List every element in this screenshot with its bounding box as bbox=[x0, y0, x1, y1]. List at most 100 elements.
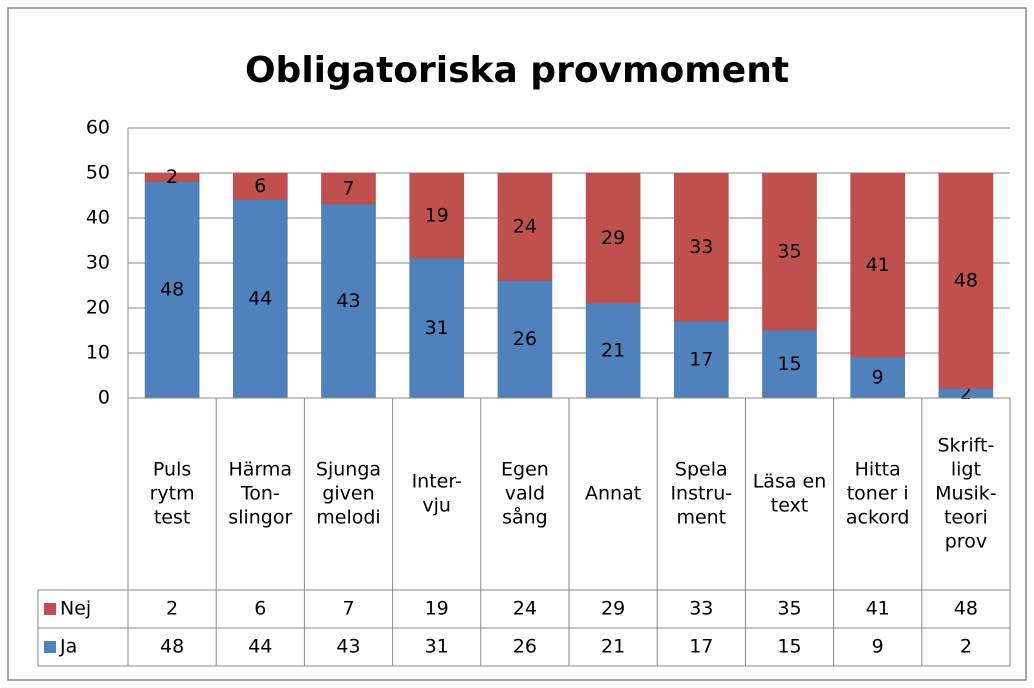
legend-swatch bbox=[44, 641, 56, 653]
data-label: 7 bbox=[342, 177, 354, 199]
bar-segment bbox=[409, 258, 465, 398]
table-value: 31 bbox=[425, 636, 449, 658]
table-value: 9 bbox=[872, 636, 884, 658]
bar-segment bbox=[938, 389, 994, 398]
data-label: 6 bbox=[254, 175, 266, 197]
chart-title: Obligatoriska provmoment bbox=[245, 50, 789, 91]
x-tick-label: Hitta bbox=[855, 459, 901, 481]
table-value: 2 bbox=[166, 598, 178, 620]
x-tick-label: sång bbox=[502, 506, 548, 529]
data-label: 44 bbox=[248, 288, 272, 310]
table-value: 17 bbox=[689, 636, 713, 658]
y-tick-label: 40 bbox=[86, 207, 110, 229]
bar-segment bbox=[144, 173, 200, 182]
x-tick-label: Annat bbox=[585, 483, 641, 505]
x-tick-label: Spela bbox=[675, 459, 728, 481]
table-value: 44 bbox=[248, 636, 272, 658]
data-label: 41 bbox=[866, 254, 890, 276]
table-value: 48 bbox=[160, 636, 184, 658]
bar-segment bbox=[673, 321, 729, 398]
data-label: 17 bbox=[689, 348, 713, 370]
data-label: 48 bbox=[160, 279, 184, 301]
table-value: 7 bbox=[342, 598, 354, 620]
x-tick-label: melodi bbox=[316, 507, 380, 529]
x-tick-label: rytm bbox=[150, 483, 195, 505]
bar-segment bbox=[497, 281, 553, 398]
table-value: 24 bbox=[513, 598, 537, 620]
x-tick-label: text bbox=[771, 495, 809, 517]
data-label: 9 bbox=[872, 366, 884, 388]
bar-segment bbox=[673, 173, 729, 322]
bar-segment bbox=[409, 173, 465, 259]
data-label: 21 bbox=[601, 339, 625, 361]
table-value: 35 bbox=[777, 598, 801, 620]
bar-segment bbox=[585, 303, 641, 398]
bar-segment bbox=[762, 330, 817, 398]
bar-segment bbox=[850, 357, 906, 398]
x-tick-label: Sjunga bbox=[316, 459, 381, 481]
bar-segment bbox=[232, 200, 288, 398]
table-value: 43 bbox=[336, 636, 360, 658]
x-tick-label: toner i bbox=[847, 483, 909, 505]
table-value: 2 bbox=[960, 636, 972, 658]
bar-segment bbox=[585, 173, 641, 304]
x-tick-label: test bbox=[154, 507, 191, 529]
data-label: 15 bbox=[777, 353, 801, 375]
data-label: 43 bbox=[336, 290, 360, 312]
x-tick-label: Ton- bbox=[240, 483, 280, 505]
x-tick-label: Skrift- bbox=[937, 435, 994, 457]
table-value: 6 bbox=[254, 598, 266, 620]
bar-segment bbox=[938, 173, 994, 389]
bar-segment bbox=[497, 173, 553, 281]
bar-segment bbox=[762, 173, 817, 331]
bar-segment bbox=[232, 173, 288, 200]
x-tick-label: Puls bbox=[153, 459, 191, 481]
table-value: 33 bbox=[689, 598, 713, 620]
legend-label: Ja bbox=[59, 636, 77, 658]
x-tick-label: vald bbox=[505, 483, 545, 505]
x-tick-label: ment bbox=[676, 507, 726, 529]
data-label: 29 bbox=[601, 227, 625, 249]
x-tick-label: Instru- bbox=[670, 483, 732, 505]
x-tick-label: prov bbox=[945, 531, 987, 553]
bar-segment bbox=[321, 204, 376, 398]
table-value: 21 bbox=[601, 636, 625, 658]
table-value: 15 bbox=[777, 636, 801, 658]
data-label: 35 bbox=[777, 240, 801, 262]
y-tick-label: 20 bbox=[86, 297, 110, 319]
y-tick-label: 10 bbox=[86, 342, 110, 364]
x-tick-label: Inter- bbox=[412, 471, 462, 493]
y-tick-label: 50 bbox=[86, 162, 110, 184]
y-tick-label: 60 bbox=[86, 117, 110, 139]
legend-swatch bbox=[44, 603, 56, 615]
table-value: 41 bbox=[866, 598, 890, 620]
x-tick-label: teori bbox=[944, 507, 988, 529]
data-label: 19 bbox=[425, 204, 449, 226]
data-label: 31 bbox=[425, 317, 449, 339]
bar-segment bbox=[144, 182, 200, 398]
table-value: 29 bbox=[601, 598, 625, 620]
data-label: 2 bbox=[166, 166, 178, 188]
data-label: 24 bbox=[513, 216, 537, 238]
table-value: 48 bbox=[954, 598, 978, 620]
data-label: 48 bbox=[954, 270, 978, 292]
data-label: 26 bbox=[513, 328, 537, 350]
x-tick-label: Härma bbox=[229, 459, 293, 481]
y-tick-label: 0 bbox=[98, 387, 110, 409]
x-tick-label: vju bbox=[422, 495, 451, 517]
data-label: 33 bbox=[689, 236, 713, 258]
bar-segment bbox=[850, 173, 906, 358]
x-tick-label: Egen bbox=[501, 459, 549, 481]
x-tick-label: ligt bbox=[951, 459, 981, 481]
x-tick-label: ackord bbox=[846, 507, 910, 529]
x-tick-label: given bbox=[322, 483, 374, 505]
y-tick-label: 30 bbox=[86, 252, 110, 274]
table-value: 26 bbox=[513, 636, 537, 658]
x-tick-label: Musik- bbox=[935, 483, 996, 505]
bar-segment bbox=[321, 173, 376, 205]
table-value: 19 bbox=[425, 598, 449, 620]
legend-label: Nej bbox=[60, 598, 91, 620]
x-tick-label: Läsa en bbox=[753, 471, 827, 493]
x-tick-label: slingor bbox=[228, 507, 292, 529]
